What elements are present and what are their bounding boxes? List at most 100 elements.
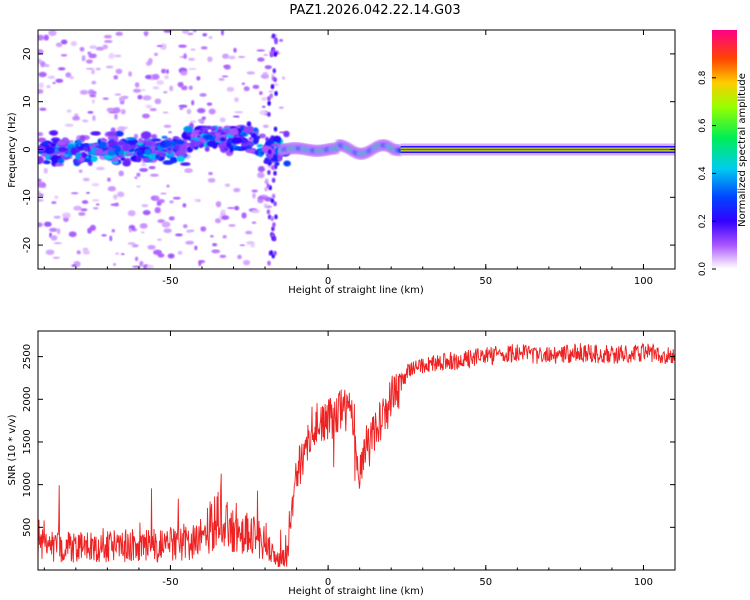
spectrogram-band-blob [206,140,218,147]
spectrogram-noise-blob [118,96,126,102]
spectrogram-noise-blob [241,212,247,219]
spectrogram-band-blob [38,156,44,165]
spectrogram-noise-blob [116,191,125,198]
spectrogram-band-blob [204,146,210,152]
spectrogram-streak-blob [267,111,271,117]
spectrogram-noise-blob [160,192,167,195]
spectrogram-noise-blob [172,196,181,200]
spectrogram-streak-blob [267,260,271,266]
spectrogram-panel: -50 0 50 100 -20 -10 0 10 20 Height of straight… [7,29,676,296]
spectrogram-band-blob [42,141,49,146]
spectrogram-noise-blob [46,85,51,89]
spectrogram-noise-blob [201,116,207,120]
spectrogram-noise-blob [179,107,184,110]
spectrogram-noise-blob [228,55,236,60]
spectrogram-band-blob [79,134,86,142]
spectrogram-noise-blob [200,46,208,50]
spectrogram-noise-blob [245,230,253,235]
spectrogram-noise-blob [261,96,268,101]
spectrogram-band-blob [159,142,166,148]
spectrogram-noise-blob [57,67,66,71]
spectrogram-band-blob [151,138,162,142]
spectrogram-noise-blob [114,93,122,96]
spectrogram-noise-blob [65,72,72,78]
spectrogram-band-blob [155,154,161,160]
spectrogram-noise-blob [106,107,116,112]
spectrogram-noise-blob [239,244,246,247]
spectrogram-band-blob [272,135,282,144]
spectrogram-noise-blob [152,86,160,90]
spectrogram-noise-blob [196,199,201,203]
spectrogram-noise-blob [232,115,240,118]
spectrogram-noise-blob [141,88,146,92]
spectrogram-streak-blob [270,84,275,90]
spectrogram-noise-blob [69,76,74,80]
spectrogram-streak-blob [273,201,277,207]
spectrogram-band-blob [117,155,124,159]
spectrogram-noise-blob [263,203,268,208]
spectrogram-noise-blob [132,265,142,268]
spectrogram-streak-blob [270,216,274,222]
spectrogram-noise-blob [40,61,46,68]
colorbar-ticks: 0.0 0.2 0.4 0.6 0.8 [698,70,716,276]
spectrogram-band-blob [76,139,82,148]
spectrogram-noise-blob [78,211,86,216]
spectrogram-streak-blob [266,183,271,189]
spectrogram-noise-blob [55,78,64,83]
spectrogram-noise-blob [279,38,284,42]
spectrogram-noise-blob [113,194,118,200]
spectrogram-noise-blob [80,208,88,212]
spectrogram-noise-blob [86,67,95,70]
spectrogram-band-blob [144,148,152,155]
spectrogram-noise-blob [260,73,270,79]
spectrogram-streak-blob [271,226,275,232]
spectrogram-noise-blob [105,65,114,69]
spectrogram-noise-blob [38,82,44,89]
spectrogram-band-blob [246,121,252,127]
spectrogram-noise-blob [132,88,142,93]
spectrogram-noise-blob [156,44,163,48]
spectrogram-noise-blob [237,55,246,59]
spectrogram-band-blob [50,137,61,143]
spectrogram-noise-blob [102,97,109,100]
spectrogram-noise-blob [251,209,260,214]
spectrogram-streak-blob [272,222,276,228]
spectrogram-band-blob [70,147,77,155]
spectrogram-noise-blob [88,53,97,59]
spectrogram-band-blob [256,144,264,148]
spectrogram-noise-blob [120,108,126,115]
spectrogram-band-blob [231,137,243,145]
spectrogram-noise-blob [186,108,192,115]
snr-x-tick-label: -50 [162,577,178,588]
spectrogram-noise-blob [110,127,116,133]
spectrogram-noise-blob [207,56,213,63]
spectrogram-band-blob [214,131,222,137]
spectrogram-noise-blob [148,165,156,170]
spectrogram-noise-blob [212,242,218,247]
spectrogram-marks [38,30,675,269]
spectrogram-noise-blob [68,140,74,143]
spectrogram-noise-blob [70,40,78,47]
spectrogram-noise-blob [227,206,236,210]
spectrogram-noise-blob [156,201,162,206]
spectrogram-noise-blob [120,253,125,256]
spectrogram-band-blob [250,133,257,139]
spectrogram-noise-blob [182,203,187,208]
spectrogram-streak-blob [268,154,272,160]
spectrogram-y-tick-label: -20 [22,237,33,253]
spectrogram-noise-blob [103,34,112,39]
spectrogram-streak-blob [271,236,275,242]
spectrogram-noise-blob [221,75,229,78]
snr-y-tick-label: 1500 [22,429,33,454]
spectrogram-noise-blob [163,30,172,33]
spectrogram-noise-blob [95,46,105,51]
spectrogram-streak-blob [273,250,277,256]
spectrogram-noise-blob [145,74,152,80]
spectrogram-noise-blob [219,117,226,123]
spectrogram-noise-blob [48,30,57,36]
spectrogram-band-blob [101,139,108,143]
spectrogram-noise-blob [143,31,149,36]
spectrogram-noise-blob [257,171,265,179]
spectrogram-band-blob [53,140,58,144]
spectrogram-band-blob [83,146,89,153]
